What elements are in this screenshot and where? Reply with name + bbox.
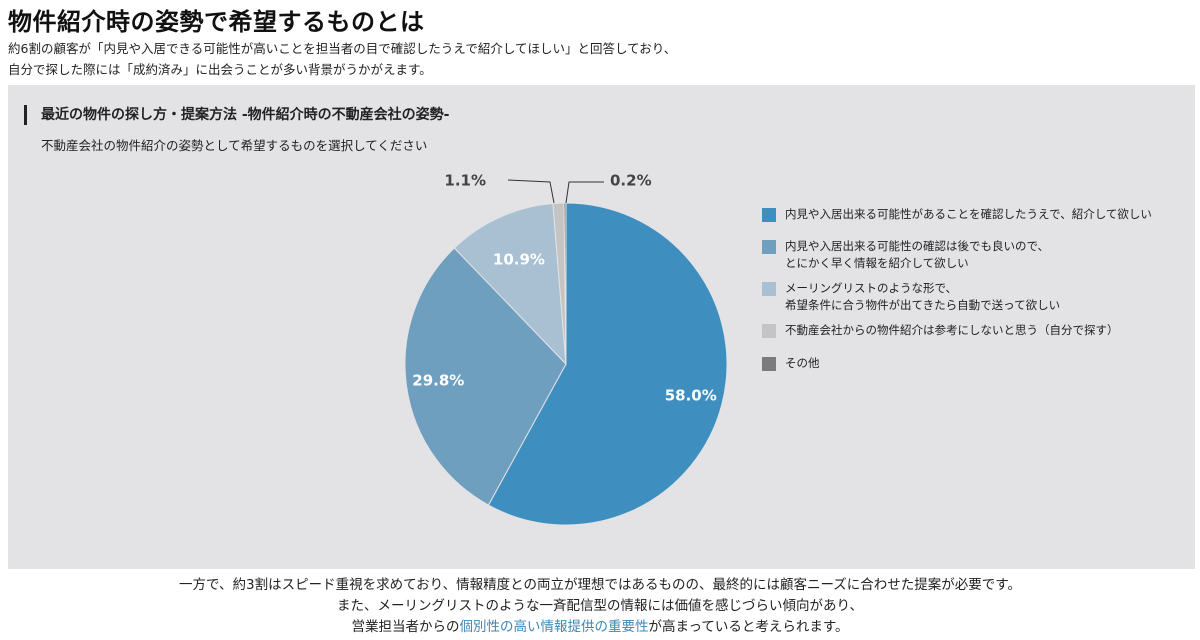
pie-slice-1 [487, 202, 728, 526]
chart-panel: 最近の物件の探し方・提案方法 -物件紹介時の不動産会社の姿勢- 不動産会社の物件… [8, 85, 1195, 569]
chart-subtitle: 不動産会社の物件紹介の姿勢として希望するものを選択してください [41, 138, 428, 153]
legend-item-4: 不動産会社からの物件紹介は参考にしないと思う（自分で探す） [762, 322, 1119, 339]
legend-label: 内見や入居出来る可能性があることを確認したうえで、紹介して欲しい [785, 207, 1152, 221]
outro-line-3-end: が高まっていると考えられます。 [648, 619, 849, 635]
callout-line-4 [507, 179, 555, 204]
legend-item-2: 内見や入居出来る可能性の確認は後でも良いので、 とにかく早く情報を紹介して欲しい [762, 238, 1049, 272]
slice-label-1: 58.0% [665, 387, 717, 405]
pie-slice-5 [563, 202, 567, 365]
legend-item-5: その他 [762, 355, 820, 372]
slice-label-3: 10.9% [493, 250, 545, 268]
legend-swatch [762, 240, 776, 254]
legend-label: 不動産会社からの物件紹介は参考にしないと思う（自分で探す） [785, 323, 1119, 337]
outro-line-3-start: 営業担当者からの [351, 619, 460, 635]
legend-item-1: 内見や入居出来る可能性があることを確認したうえで、紹介して欲しい [762, 206, 1152, 223]
outro-line-2: また、メーリングリストのような一斉配信型の情報には価値を感じづらい傾向があり、 [337, 598, 863, 614]
chart-title: 最近の物件の探し方・提案方法 -物件紹介時の不動産会社の姿勢- [24, 105, 450, 125]
legend-swatch [762, 282, 776, 296]
pie-chart: 58.0% 29.8% 10.9% 1.1% 0.2% [404, 172, 728, 526]
pie-slice-3 [453, 202, 567, 366]
page-title: 物件紹介時の姿勢で希望するものとは [8, 8, 425, 36]
intro-text: 約6割の顧客が「内見や入居できる可能性が高いことを担当者の目で確認したうえで紹介… [8, 38, 676, 80]
legend-label: その他 [785, 356, 820, 370]
outro-line-3: 営業担当者からの個別性の高い情報提供の重要性が高まっていると考えられます。 [0, 617, 1200, 638]
outro-line-1: 一方で、約3割はスピード重視を求めており、情報精度との両立が理想ではあるものの、… [179, 577, 1021, 593]
legend-label: メーリングリストのような形で、 希望条件に合う物件が出てきたら自動で送って欲しい [785, 281, 1061, 312]
intro-line-2: 自分で探した際には「成約済み」に出会うことが多い背景がうかがえます。 [8, 62, 432, 77]
outro-highlight: 個別性の高い情報提供の重要性 [459, 619, 649, 635]
slice-label-4: 1.1% [444, 172, 486, 190]
legend-swatch [762, 324, 776, 338]
outro-text: 一方で、約3割はスピード重視を求めており、情報精度との両立が理想ではあるものの、… [0, 575, 1200, 638]
legend-item-3: メーリングリストのような形で、 希望条件に合う物件が出てきたら自動で送って欲しい [762, 280, 1060, 314]
intro-line-1: 約6割の顧客が「内見や入居できる可能性が高いことを担当者の目で確認したうえで紹介… [8, 41, 677, 56]
slice-label-2: 29.8% [412, 371, 464, 389]
legend-swatch [762, 357, 776, 371]
slice-label-5: 0.2% [610, 172, 652, 190]
legend-label: 内見や入居出来る可能性の確認は後でも良いので、 とにかく早く情報を紹介して欲しい [785, 239, 1050, 270]
legend-swatch [762, 208, 776, 222]
callout-line-5 [565, 181, 604, 204]
pie-slice-2 [404, 247, 567, 506]
